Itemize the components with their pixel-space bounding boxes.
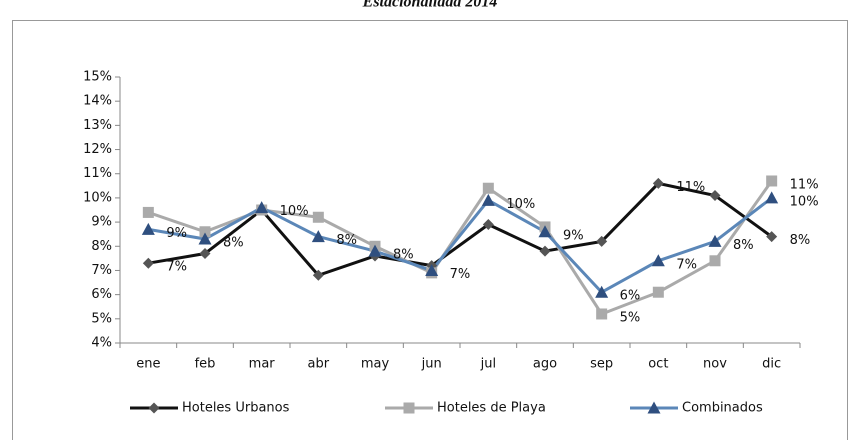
x-tick-label: feb bbox=[195, 357, 216, 372]
data-label: 5% bbox=[620, 310, 641, 325]
legend-marker bbox=[403, 402, 415, 414]
x-tick-label: dic bbox=[762, 357, 781, 372]
data-label: 7% bbox=[676, 257, 697, 272]
x-tick-label: jul bbox=[480, 357, 496, 372]
legend-marker bbox=[647, 401, 661, 414]
marker bbox=[539, 245, 551, 257]
x-tick-label: jun bbox=[421, 357, 442, 372]
data-label: 8% bbox=[790, 233, 811, 248]
marker bbox=[481, 193, 495, 206]
data-label: 9% bbox=[166, 226, 187, 241]
chart-title: Estacionalidad 2014 bbox=[362, 0, 498, 11]
y-tick-label: 12% bbox=[83, 142, 112, 157]
data-label: 8% bbox=[223, 236, 244, 251]
y-tick-label: 6% bbox=[91, 287, 112, 302]
data-label: 10% bbox=[506, 197, 535, 212]
marker bbox=[652, 286, 664, 298]
y-tick-label: 14% bbox=[83, 94, 112, 109]
marker bbox=[142, 206, 154, 218]
legend-label: Hoteles de Playa bbox=[437, 401, 546, 416]
marker bbox=[595, 285, 609, 298]
x-tick-label: oct bbox=[648, 357, 668, 372]
x-tick-label: sep bbox=[590, 357, 613, 372]
marker bbox=[425, 263, 439, 276]
data-label: 9% bbox=[563, 228, 584, 243]
data-label: 11% bbox=[790, 177, 819, 192]
marker bbox=[538, 225, 552, 238]
y-tick-label: 11% bbox=[83, 166, 112, 181]
marker bbox=[141, 222, 155, 235]
x-tick-label: abr bbox=[308, 357, 330, 372]
data-label: 8% bbox=[733, 238, 754, 253]
marker bbox=[198, 232, 212, 245]
x-tick-label: mar bbox=[249, 357, 276, 372]
data-label: 6% bbox=[620, 289, 641, 304]
y-tick-label: 8% bbox=[91, 239, 112, 254]
data-label: 10% bbox=[280, 204, 309, 219]
marker bbox=[652, 177, 664, 189]
marker bbox=[596, 308, 608, 320]
legend-label: Hoteles Urbanos bbox=[182, 401, 290, 416]
series-line bbox=[148, 196, 773, 295]
marker bbox=[709, 189, 721, 201]
legend-marker bbox=[148, 402, 160, 414]
x-tick-label: ago bbox=[533, 357, 557, 372]
marker bbox=[708, 234, 722, 247]
marker bbox=[312, 269, 324, 281]
marker bbox=[765, 191, 779, 204]
marker bbox=[199, 226, 211, 238]
marker bbox=[312, 211, 324, 223]
y-tick-label: 4% bbox=[91, 336, 112, 351]
marker bbox=[255, 201, 269, 214]
marker bbox=[368, 244, 382, 257]
y-tick-label: 15% bbox=[83, 70, 112, 85]
chart-border bbox=[12, 20, 848, 440]
marker bbox=[311, 230, 325, 243]
data-label: 8% bbox=[393, 248, 414, 263]
marker bbox=[199, 248, 211, 260]
marker bbox=[482, 182, 494, 194]
legend-label: Combinados bbox=[682, 401, 763, 416]
marker bbox=[596, 235, 608, 247]
y-tick-label: 5% bbox=[91, 311, 112, 326]
series-line bbox=[148, 181, 773, 278]
marker bbox=[766, 231, 778, 243]
marker bbox=[142, 257, 154, 269]
y-tick-label: 9% bbox=[91, 215, 112, 230]
marker bbox=[709, 255, 721, 267]
y-tick-label: 7% bbox=[91, 263, 112, 278]
data-label: 7% bbox=[166, 260, 187, 275]
y-tick-label: 13% bbox=[83, 118, 112, 133]
x-tick-label: ene bbox=[136, 357, 160, 372]
marker bbox=[482, 219, 494, 231]
x-tick-label: nov bbox=[703, 357, 727, 372]
data-label: 7% bbox=[450, 267, 471, 282]
data-label: 10% bbox=[790, 194, 819, 209]
marker bbox=[766, 175, 778, 187]
y-tick-label: 10% bbox=[83, 190, 112, 205]
marker bbox=[651, 254, 665, 267]
x-tick-label: may bbox=[361, 357, 390, 372]
data-label: 8% bbox=[336, 233, 357, 248]
data-label: 11% bbox=[676, 180, 705, 195]
